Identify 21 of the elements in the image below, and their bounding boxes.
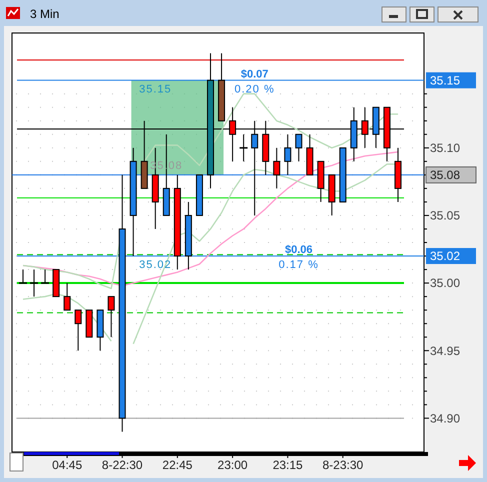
ref-line-label: 35.02 (430, 249, 460, 264)
ref-line-label: 35.15 (430, 74, 460, 88)
x-tick-label: 8-23:30 (322, 458, 364, 472)
annotation: 35.02 (139, 259, 172, 272)
ref-line-label: 35.08 (430, 168, 460, 182)
y-tick-label: 35.10 (430, 141, 460, 156)
annotation: 35.15 (139, 83, 172, 96)
x-tick-label: 8-22:30 (102, 458, 143, 472)
annotation: 0.17 % (278, 259, 319, 272)
annotation: $0.06 (284, 244, 312, 256)
y-tick-label: 35.05 (430, 208, 460, 223)
annotation: 0.20 % (234, 83, 275, 96)
x-tick-label: 23:00 (218, 458, 248, 472)
x-tick-label: 04:45 (52, 458, 82, 472)
chart-title: 3 Min (30, 7, 60, 21)
y-tick-label: 34.90 (430, 411, 460, 426)
x-tick-label: 22:45 (162, 458, 193, 472)
y-tick-label: 34.95 (430, 344, 460, 358)
annotation: $0.07 (240, 68, 268, 80)
y-tick-label: 35.00 (430, 276, 460, 290)
x-tick-label: 23:15 (272, 458, 304, 472)
